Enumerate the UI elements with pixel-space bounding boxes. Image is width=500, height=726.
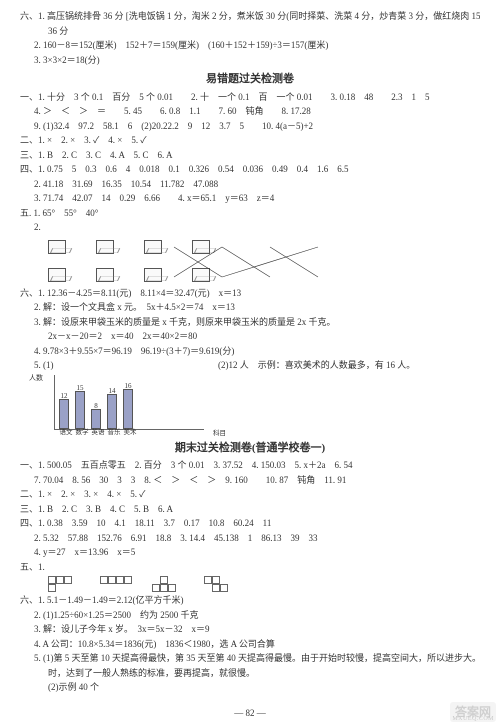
- exam2-six5b: 时，达到了一般人熟练的标准，要再提高，就很慢。: [20, 667, 480, 681]
- exam2-six1: 六、1. 5.1－1.49－1.49＝2.12(亿平方千米): [20, 594, 480, 608]
- exam2-l1: 一、1. 500.05 五百点零五 2. 百分 3 个 0.01 3. 37.5…: [20, 459, 480, 473]
- exam1-six3b: 2x－x－20＝2 x＝40 2x＝40×2＝80: [20, 330, 480, 344]
- bar-value: 15: [76, 383, 84, 394]
- bar: 8英语: [91, 409, 101, 429]
- exam2-six5c: (2)示例 40 个: [20, 681, 480, 695]
- exam1-six2: 2. 解：设一个文具盒 x 元。 5x＋4.5×2＝74 x＝13: [20, 301, 480, 315]
- top-six-1: 六、1. 高压锅统排骨 36 分 [洗电饭锅 1 分，淘米 2 分，煮米饭 30…: [20, 10, 480, 24]
- bar: 14音乐: [107, 394, 117, 429]
- exam2-five: 五、1.: [20, 561, 480, 575]
- exam2-four3: 4. y＝27 x＝13.96 x＝5: [20, 546, 480, 560]
- exam2-six3: 3. 解：设儿子今年 x 岁。 3x＝5x－32 x＝9: [20, 623, 480, 637]
- exam1-five: 五. 1. 65° 55° 40°: [20, 207, 480, 221]
- exam2-six5: 5. (1)第 5 天至第 10 天提高得最快，第 35 天至第 40 天提高得…: [20, 652, 480, 666]
- exam1-l3: 9. (1)32.4 97.2 58.1 6 (2)20.22.2 9 12 3…: [20, 120, 480, 134]
- exam1-four3: 3. 71.74 42.07 14 0.29 6.66 4. x＝65.1 y＝…: [20, 192, 480, 206]
- grid-shape: [48, 576, 80, 592]
- exam1-five2: 2.: [20, 221, 480, 235]
- exam1-three: 三、1. B 2. C 3. C 4. A 5. C 6. A: [20, 149, 480, 163]
- page-number: — 82 —: [0, 707, 500, 721]
- exam2-l2: 7. 70.04 8. 56 30 3 3 8. ＜ ＞ ＜ ＞ 9. 160 …: [20, 474, 480, 488]
- cube-icon: [48, 240, 66, 254]
- q5-label: 5. (1): [34, 360, 54, 370]
- exam1-six1: 六、1. 12.36－4.25＝8.11(元) 8.11×4＝32.47(元) …: [20, 287, 480, 301]
- exam1-l2: 4. ＞ ＜ ＞ ＝ 5. 45 6. 0.8 1.1 7. 60 钝角 8. …: [20, 105, 480, 119]
- cube-match-diagram: [48, 237, 480, 285]
- exam2-title: 期末过关检测卷(普通学校卷一): [20, 440, 480, 457]
- cube-icon: [144, 240, 162, 254]
- exam2-four2: 2. 5.32 57.88 152.76 6.91 18.8 3. 14.4 4…: [20, 532, 480, 546]
- exam1-l1: 一、1. 十分 3 个 0.1 百分 5 个 0.01 2. 十 一个 0.1 …: [20, 91, 480, 105]
- exam1-title: 易错题过关检测卷: [20, 71, 480, 88]
- grid-shapes: [48, 576, 480, 592]
- bar-label: 美术: [121, 428, 139, 438]
- bar-value: 12: [60, 391, 68, 402]
- exam1-six5: 5. (1) (2)12 人 示例：喜欢美术的人数最多，有 16 人。: [20, 359, 480, 373]
- bar-value: 16: [124, 381, 132, 392]
- bar-chart: 人数 12语文 15数学 8英语 14音乐 16美术 科目: [54, 375, 204, 430]
- bar: 15数学: [75, 391, 85, 429]
- grid-shape: [100, 576, 132, 592]
- x-axis-label: 科目: [213, 429, 226, 439]
- cube-icon: [192, 268, 210, 282]
- exam1-six3: 3. 解：设原来甲袋玉米的质量是 x 千克，则原来甲袋玉米的质量是 2x 千克。: [20, 316, 480, 330]
- grid-shape: [204, 576, 236, 592]
- exam1-four2: 2. 41.18 31.69 16.35 10.54 11.782 47.088: [20, 178, 480, 192]
- bar-value: 14: [108, 386, 116, 397]
- q5-right-text: (2)12 人 示例：喜欢美术的人数最多，有 16 人。: [218, 360, 415, 370]
- grid-shape: [152, 576, 184, 592]
- cube-icon: [144, 268, 162, 282]
- exam2-six4: 4. A 公司：10.8×5.34＝1836(元) 1836＜1980，选 A …: [20, 638, 480, 652]
- watermark-url: MXUEQ.COM: [452, 715, 494, 724]
- cube-icon: [96, 268, 114, 282]
- bar: 16美术: [123, 389, 133, 429]
- exam2-two: 二、1. × 2. × 3. × 4. × 5. ✓: [20, 488, 480, 502]
- exam1-four1: 四、1. 0.75 5 0.3 0.6 4 0.018 0.1 0.326 0.…: [20, 163, 480, 177]
- cube-icon: [96, 240, 114, 254]
- top-two: 2. 160－8＝152(厘米) 152＋7＝159(厘米) (160＋152＋…: [20, 39, 480, 53]
- top-six-1b: 36 分: [20, 25, 480, 39]
- exam2-four1: 四、1. 0.38 3.59 10 4.1 18.11 3.7 0.17 10.…: [20, 517, 480, 531]
- cube-icon: [192, 240, 210, 254]
- cube-icon: [48, 268, 66, 282]
- exam1-two: 二、1. × 2. × 3. ✓ 4. × 5. ✓: [20, 134, 480, 148]
- exam1-six4: 4. 9.78×3＋9.55×7＝96.19 96.19÷(3＋7)＝9.619…: [20, 345, 480, 359]
- bar: 12语文: [59, 399, 69, 429]
- bar-value: 8: [92, 401, 100, 412]
- exam2-six2: 2. (1)1.25÷60×1.25＝2500 约为 2500 千克: [20, 609, 480, 623]
- top-three: 3. 3×3×2＝18(分): [20, 54, 480, 68]
- exam2-three: 三、1. B 2. C 3. B 4. C 5. B 6. A: [20, 503, 480, 517]
- chart-ylabel: 人数: [29, 373, 43, 384]
